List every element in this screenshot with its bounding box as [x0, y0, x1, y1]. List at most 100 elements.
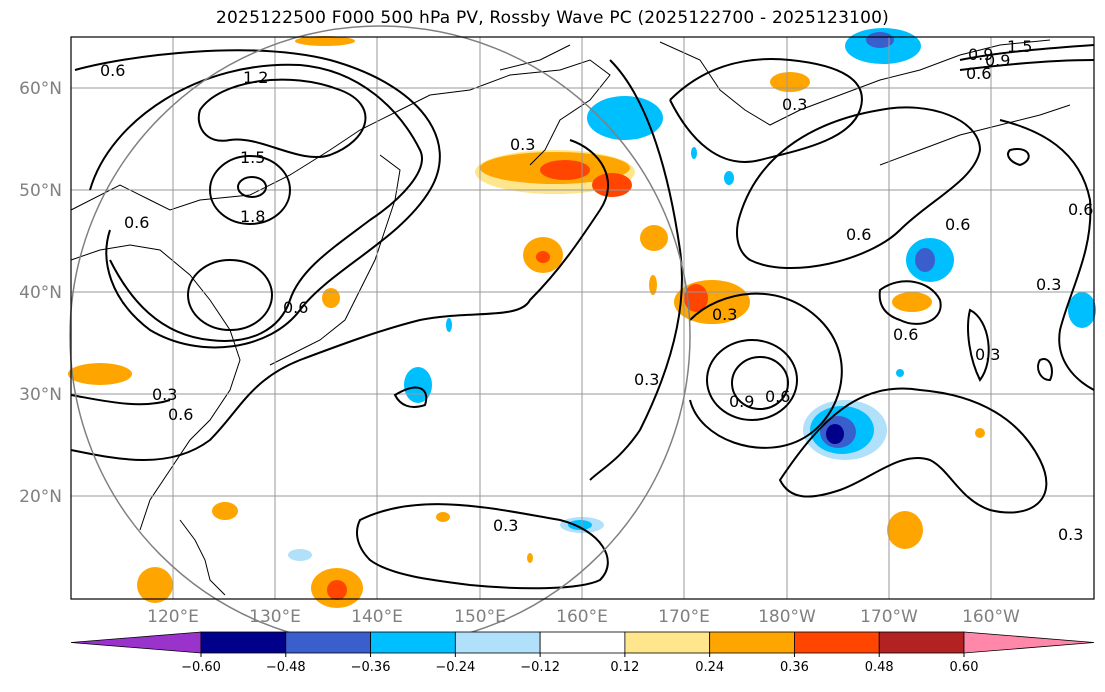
contour-0-3-ne-small [967, 308, 990, 382]
contour-1-8 [237, 176, 267, 198]
pv-contours [70, 44, 1095, 590]
colorbar-tick-label: −0.36 [351, 660, 391, 675]
positive-anomaly [975, 428, 985, 438]
colorbar: −0.60 −0.48 −0.36 −0.24 −0.12 0.12 0.24 0.36 0.4… [70, 631, 1095, 675]
colorbar-tick-label: −0.12 [520, 660, 560, 675]
contour-1-2 [197, 78, 367, 158]
positive-anomaly [436, 512, 450, 522]
contour-label: 0.3 [634, 370, 659, 389]
positive-anomaly [295, 36, 355, 46]
contour-0-6-small [187, 259, 273, 331]
negative-anomaly [1068, 292, 1096, 328]
contour-0-3-south [356, 503, 609, 590]
lon-label: 180°W [758, 607, 816, 627]
colorbar-tick-label: −0.60 [181, 660, 221, 675]
colorbar-segment [285, 631, 371, 654]
contour-0-3-north [669, 58, 863, 163]
gridlines [71, 37, 1094, 599]
contour-0-6-far-east [999, 119, 1095, 391]
lon-label: 120°E [147, 607, 199, 627]
positive-anomaly [887, 511, 923, 549]
colorbar-arrow-min [70, 631, 202, 654]
japan-coast [269, 154, 401, 366]
contour-label: 0.3 [782, 95, 807, 114]
positive-anomaly [212, 502, 238, 520]
contour-label: 0.3 [152, 385, 177, 404]
lon-label: 160°E [556, 607, 608, 627]
colorbar-segment [794, 631, 880, 654]
colorbar-tick-label: 0.60 [950, 660, 979, 675]
positive-anomaly [640, 225, 668, 251]
contour-0-6 [74, 49, 441, 349]
contour-small-loop [393, 386, 428, 408]
positive-anomaly [592, 173, 632, 197]
contour-label: 0.9 [985, 51, 1010, 70]
contour-small-ne [1007, 148, 1030, 167]
lat-label: 20°N [19, 487, 62, 507]
lon-label: 140°E [351, 607, 403, 627]
alaska-coast [659, 39, 1051, 126]
contour-label: 0.6 [893, 325, 918, 344]
pv-shading [68, 28, 1096, 608]
lat-label: 60°N [19, 79, 62, 99]
contour-0-6-south [706, 339, 798, 421]
colorbar-arrow-max [963, 631, 1095, 654]
contour-label: 0.3 [510, 135, 535, 154]
contour-0-9 [89, 63, 423, 342]
map-frame [70, 36, 1095, 600]
contour-0-9-south [731, 356, 789, 410]
colorbar-tick-label: 0.48 [865, 660, 894, 675]
asia-coast [70, 59, 611, 211]
contour-0-3-west [70, 139, 610, 461]
positive-anomaly [137, 567, 173, 603]
colorbar-segment [539, 631, 626, 654]
latitude-labels: 60°N 50°N 40°N 30°N 20°N [19, 79, 62, 507]
contour-label: 1.8 [240, 207, 265, 226]
colorbar-tick-label: 0.24 [695, 660, 724, 675]
colorbar-tick-label: 0.12 [610, 660, 639, 675]
contour-label: 0.6 [966, 64, 991, 83]
contour-0-3-east [689, 292, 843, 449]
contour-0-3-sw [70, 394, 171, 406]
contour-label: 1.2 [243, 68, 268, 87]
lat-label: 40°N [19, 283, 62, 303]
colorbar-segment [200, 631, 287, 654]
negative-anomaly [587, 96, 663, 140]
contour-tiny [1037, 358, 1053, 382]
contour-0-3-mid [589, 59, 683, 481]
positive-anomaly [770, 72, 810, 92]
longitude-labels: 120°E 130°E 140°E 150°E 160°E 170°E 180°… [147, 607, 1020, 627]
lon-label: 170°E [658, 607, 710, 627]
contour-labels: 0.6 1.2 1.5 1.8 0.6 0.6 0.3 0.6 0.3 0.9 … [100, 37, 1093, 544]
contour-0-6-center [736, 106, 982, 270]
lat-label: 50°N [19, 181, 62, 201]
contour-label: 0.6 [100, 61, 125, 80]
colorbar-tick-label: −0.24 [435, 660, 475, 675]
lat-label: 30°N [19, 385, 62, 405]
contour-label: 0.3 [712, 305, 737, 324]
negative-anomaly [288, 549, 312, 561]
kamchatka-coast [499, 44, 571, 71]
contour-0-3-se [778, 387, 1048, 514]
contour-label: 0.9 [729, 392, 754, 411]
contour-label: 0.3 [975, 345, 1000, 364]
contour-label: 0.6 [765, 387, 790, 406]
negative-anomaly [896, 369, 904, 377]
positive-anomaly [649, 275, 657, 295]
negative-anomaly [404, 367, 432, 403]
negative-anomaly [724, 171, 734, 185]
contour-label: 1.5 [240, 148, 265, 167]
positive-anomaly [322, 288, 340, 308]
contour-label: 0.9 [968, 45, 993, 64]
contour-label: 0.6 [846, 225, 871, 244]
lon-label: 160°W [962, 607, 1020, 627]
lon-label: 150°E [454, 607, 506, 627]
negative-anomaly [866, 32, 894, 48]
contour-label: 0.6 [168, 405, 193, 424]
contour-label: 0.6 [1068, 200, 1093, 219]
positive-anomaly [527, 553, 533, 563]
contour-1-5-ne [959, 59, 1095, 71]
colorbar-segment [454, 631, 541, 654]
negative-anomaly [826, 424, 844, 444]
colorbar-segment [370, 631, 456, 654]
